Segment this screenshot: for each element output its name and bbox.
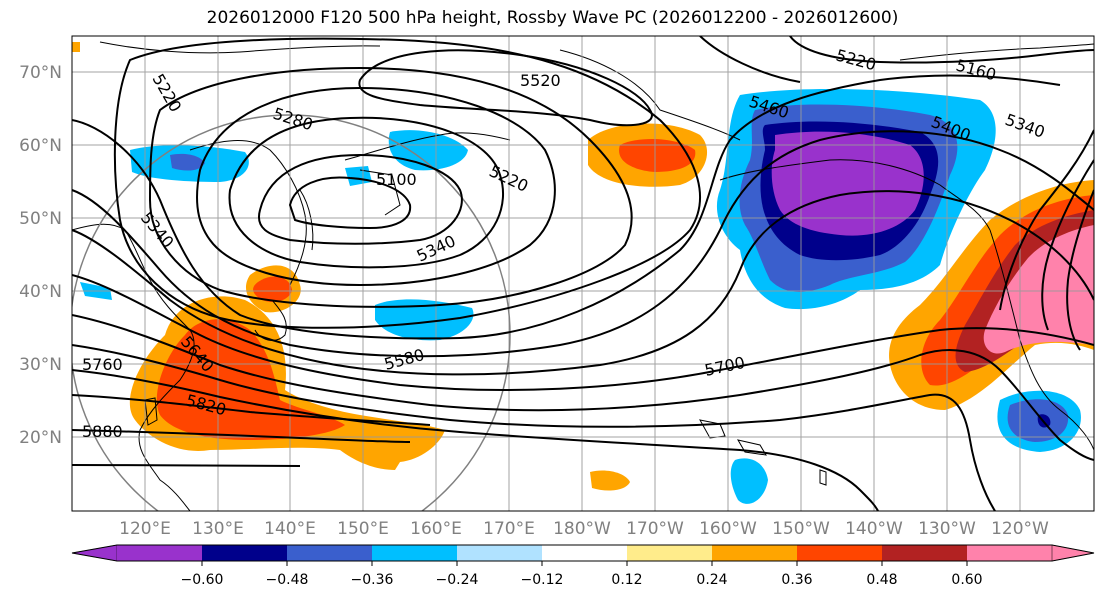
lon-tick-label: 170°W	[626, 519, 684, 539]
colorbar-label: 0.24	[696, 572, 727, 588]
lat-tick-label: 70°N	[19, 63, 62, 83]
colorbar: −0.60 −0.48 −0.36 −0.24 −0.12 0.12 0.24 …	[71, 544, 1095, 588]
colorbar-label: 0.36	[781, 572, 812, 588]
colorbar-segment	[372, 545, 457, 561]
lon-tick-label: 140°W	[845, 519, 903, 539]
lat-axis: 70°N 60°N 50°N 40°N 30°N 20°N	[19, 63, 62, 448]
wave-radius-circle	[72, 114, 511, 511]
colorbar-segment	[1051, 544, 1095, 562]
colorbar-segment	[202, 545, 287, 561]
lon-axis: 120°E 130°E 140°E 150°E 160°E 170°E 180°…	[119, 519, 1049, 539]
colorbar-segment	[627, 545, 712, 561]
colorbar-segment	[797, 545, 882, 561]
contour-label: 5880	[82, 422, 123, 441]
colorbar-segment	[71, 544, 118, 562]
contour-label: 5520	[520, 71, 561, 90]
lon-tick-label: 130°W	[918, 519, 976, 539]
lon-tick-label: 130°E	[192, 519, 244, 539]
colorbar-segment	[287, 545, 372, 561]
lat-tick-label: 20°N	[19, 428, 62, 448]
lat-tick-label: 50°N	[19, 209, 62, 229]
map-frame	[71, 35, 1095, 512]
contour-label: 5760	[82, 355, 123, 374]
lat-tick-label: 60°N	[19, 136, 62, 156]
map-title: 2026012000 F120 500 hPa height, Rossby W…	[206, 8, 899, 28]
colorbar-segment	[117, 545, 202, 561]
lon-tick-label: 140°E	[264, 519, 316, 539]
colorbar-label: −0.48	[266, 572, 309, 588]
colorbar-segment	[712, 545, 797, 561]
colorbar-label: −0.60	[181, 572, 224, 588]
lon-tick-label: 150°W	[772, 519, 830, 539]
height-contours	[72, 36, 1094, 511]
map-panel: 5220 5280 5520 5220 5160 5340 5460 5400 …	[72, 36, 1094, 511]
contour-label: 5100	[376, 170, 417, 189]
colorbar-label: −0.12	[521, 572, 564, 588]
lon-tick-label: 160°E	[410, 519, 462, 539]
colorbar-label: 0.12	[611, 572, 642, 588]
lon-tick-label: 120°E	[119, 519, 171, 539]
lon-tick-label: 180°W	[553, 519, 611, 539]
lon-tick-label: 170°E	[483, 519, 535, 539]
colorbar-segment	[542, 545, 627, 561]
lat-tick-label: 40°N	[19, 282, 62, 302]
lon-tick-label: 160°W	[699, 519, 757, 539]
colorbar-segment	[967, 545, 1052, 561]
lat-tick-label: 30°N	[19, 355, 62, 375]
colorbar-label: 0.60	[951, 572, 982, 588]
lon-tick-label: 120°W	[991, 519, 1049, 539]
colorbar-label: −0.24	[436, 572, 479, 588]
colorbar-segment	[457, 545, 542, 561]
colorbar-label: 0.48	[866, 572, 897, 588]
lon-tick-label: 150°E	[337, 519, 389, 539]
colorbar-segment	[882, 545, 967, 561]
graticule	[72, 36, 1094, 511]
colorbar-label: −0.36	[351, 572, 394, 588]
